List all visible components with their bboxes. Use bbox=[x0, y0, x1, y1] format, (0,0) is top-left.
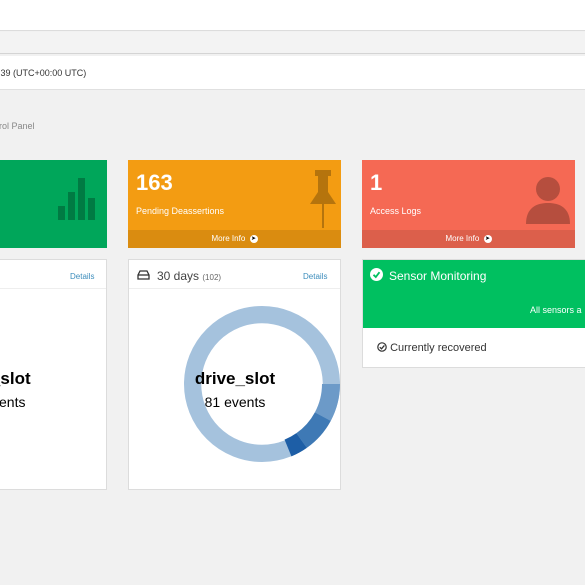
donut-events: 81 events bbox=[204, 394, 266, 410]
sensor-monitoring-panel: Sensor Monitoring All sensors a Currentl… bbox=[362, 259, 585, 368]
sensor-message: All sensors a bbox=[530, 305, 582, 315]
breadcrumb: rol Panel bbox=[0, 121, 35, 131]
bar-chart-icon bbox=[58, 178, 95, 220]
donut-label: ive_slot 1 events bbox=[0, 369, 79, 410]
donut-name: drive_slot bbox=[194, 369, 276, 388]
more-info-label: More Info bbox=[211, 234, 246, 243]
hdd-icon bbox=[137, 270, 150, 280]
access-more-info[interactable]: More Info ➤ bbox=[362, 230, 575, 248]
tab-strip: l bbox=[0, 32, 585, 54]
events-panel-left: Details ive_slot 1 events bbox=[0, 259, 107, 490]
panel-header: 30 days (102) Details bbox=[129, 260, 340, 289]
details-link[interactable]: Details bbox=[70, 272, 95, 281]
sensor-status: Currently recovered bbox=[377, 342, 487, 354]
donut-segment bbox=[284, 433, 307, 457]
donut-segment bbox=[314, 383, 340, 421]
pending-label: Pending Deassertions bbox=[136, 206, 225, 216]
tile-access-logs[interactable]: 1 Access Logs More Info ➤ bbox=[362, 160, 575, 248]
donut-name: ive_slot bbox=[0, 369, 31, 388]
sensor-title: Sensor Monitoring bbox=[389, 269, 487, 283]
arrow-circle-right-icon: ➤ bbox=[483, 234, 492, 243]
more-info-label: More Info bbox=[445, 234, 480, 243]
browser-topbar bbox=[0, 0, 585, 31]
donut-events: 1 events bbox=[0, 394, 26, 410]
time-bar: :39 (UTC+00:00 UTC) bbox=[0, 56, 585, 90]
server-time: :39 (UTC+00:00 UTC) bbox=[0, 68, 87, 78]
events-panel-30-days: 30 days (102) Details drive_slot 81 even… bbox=[128, 259, 341, 490]
check-circle-icon bbox=[377, 342, 387, 352]
tile-green[interactable] bbox=[0, 160, 107, 248]
donut-label: drive_slot 81 events bbox=[155, 369, 315, 410]
donut-segment bbox=[296, 412, 331, 448]
check-circle-icon bbox=[370, 268, 383, 281]
period-label: 30 days bbox=[157, 269, 200, 283]
tile-pending-deassertions[interactable]: 163 Pending Deassertions More Info ➤ bbox=[128, 160, 341, 248]
sensor-header: Sensor Monitoring All sensors a bbox=[363, 260, 585, 328]
user-icon bbox=[526, 177, 570, 224]
pending-count: 163 bbox=[136, 170, 173, 195]
pushpin-icon bbox=[310, 170, 336, 228]
sensor-status-label: Currently recovered bbox=[390, 342, 487, 354]
access-count: 1 bbox=[370, 170, 383, 195]
period-count: (102) bbox=[202, 273, 222, 282]
access-label: Access Logs bbox=[370, 206, 422, 216]
panel-title: 30 days (102) bbox=[157, 269, 221, 283]
details-link[interactable]: Details bbox=[303, 272, 328, 281]
donut-chart bbox=[184, 306, 340, 462]
panel-header: Details bbox=[0, 260, 106, 289]
arrow-circle-right-icon: ➤ bbox=[249, 234, 258, 243]
pending-more-info[interactable]: More Info ➤ bbox=[128, 230, 341, 248]
